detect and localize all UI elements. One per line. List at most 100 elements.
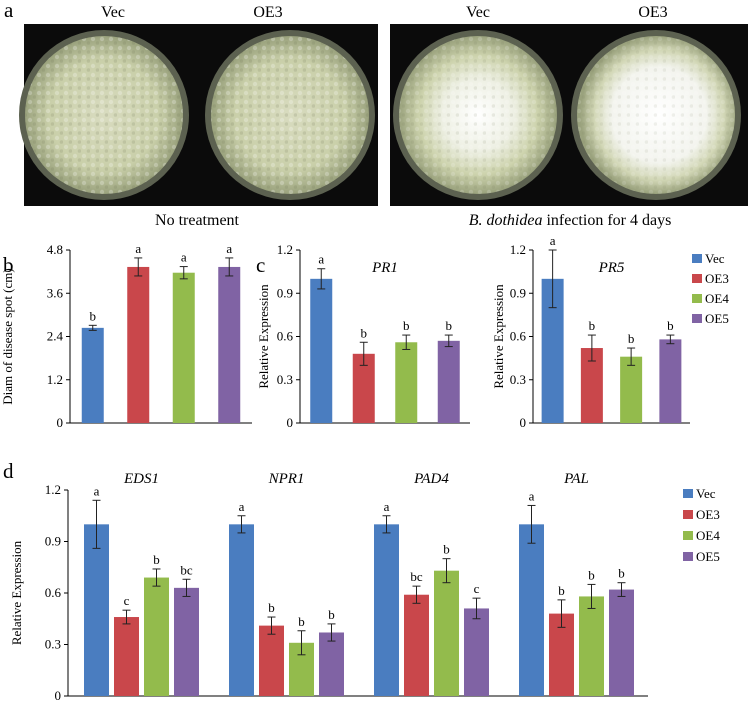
chart-d-bar-eds1-vec: a (84, 483, 109, 696)
chart-d-bar-eds1-oe4-sig-label: b (153, 552, 160, 567)
chart-d-bar-pad4-oe5-sig-label: c (474, 581, 480, 596)
chart-c2-legend-swatch-oe3 (692, 274, 702, 283)
chart-c2-ytick-label: 0.3 (510, 372, 526, 387)
chart-b-bar-oe4: a (172, 250, 195, 423)
chart-d-bar-pal-oe4: b (579, 567, 604, 696)
chart-c2-title: PR5 (598, 260, 625, 276)
chart-c1-bar-oe5-rect (437, 340, 460, 423)
chart-c1-bar-oe4: b (395, 318, 418, 423)
chart-c2-legend-label-oe3: OE3 (705, 271, 729, 286)
chart-d-bar-eds1-oe5-rect (174, 587, 199, 696)
chart-d-bar-eds1-oe3-rect (114, 617, 139, 696)
chart-b-bar-oe5: a (218, 241, 241, 423)
chart-c2-bar-oe4: b (620, 331, 643, 423)
chart-c2-ytick-label: 0 (520, 415, 527, 430)
caption-no-treatment: No treatment (155, 212, 240, 229)
chart-c1-ytick-label: 1.2 (277, 242, 293, 257)
chart-d-bar-pal-vec: a (519, 488, 544, 696)
chart-b-bar-oe5-rect (218, 266, 241, 423)
petri-dish-vec-infected (393, 30, 563, 200)
chart-c2-legend-swatch-oe5 (692, 314, 702, 323)
chart-c1-bar-vec: a (310, 252, 333, 423)
chart-c2-bar-oe3-rect (580, 348, 603, 423)
photo-no-treatment (19, 24, 378, 206)
chart-d-ytick-label: 0.3 (45, 637, 61, 652)
caption-infection-duration: infection for 4 days (546, 212, 671, 229)
chart-d-bar-pad4-oe4-sig-label: b (443, 542, 450, 557)
chart-d-bar-eds1-oe5-sig-label: bc (180, 562, 193, 577)
chart-c2-bar-vec-rect (541, 278, 564, 423)
panel-letter-a: a (4, 0, 14, 22)
chart-c1-bar-oe5: b (437, 318, 460, 423)
chart-c1-ytick-label: 0.6 (277, 329, 294, 344)
chart-c2-legend-label-vec: Vec (705, 251, 725, 266)
chart-d-bar-pad4-oe4: b (434, 542, 459, 696)
chart-d-bar-pal-oe4-sig-label: b (588, 567, 595, 582)
chart-d-bar-pal-oe3-sig-label: b (558, 583, 565, 598)
chart-b-bar-oe5-sig-label: a (226, 241, 232, 256)
chart-c1-title: PR1 (371, 260, 398, 276)
chart-c2-bar-oe3: b (580, 318, 603, 423)
chart-d-bar-eds1-oe5: bc (174, 562, 199, 696)
chart-b-ytick-label: 1.2 (47, 372, 63, 387)
chart-c1-bar-oe4-rect (395, 342, 418, 423)
chart-b-axes: 0 1.2 2.4 3.6 4.8 Diam of disease spot (cm) (0, 242, 252, 430)
chart-d-bar-pal-oe3: b (549, 583, 574, 696)
chart-c2-ytick-label: 1.2 (510, 242, 526, 257)
chart-c1-bar-oe3: b (352, 325, 375, 423)
chart-d-bar-npr1-oe5: b (319, 607, 344, 696)
petri-dish-vec-untreated (19, 30, 189, 200)
chart-d-bar-eds1-vec-sig-label: a (94, 483, 100, 498)
chart-d-bar-pad4-oe3-sig-label: bc (410, 569, 423, 584)
chart-d-bar-npr1-vec-sig-label: a (239, 499, 245, 514)
chart-c2-bar-oe4-sig-label: b (628, 331, 635, 346)
chart-b-ylabel: Diam of disease spot (cm) (0, 268, 15, 404)
chart-d-ylabel: Relative Expression (9, 540, 24, 645)
chart-c2-ytick-label: 0.9 (510, 285, 526, 300)
chart-d-bar-pad4-oe5-rect (464, 608, 489, 696)
chart-d-bar-pad4-oe3-rect (404, 594, 429, 696)
chart-c1-ylabel: Relative Expression (256, 284, 271, 389)
petri-dish-oe3-untreated (205, 30, 375, 200)
chart-c1-ytick-label: 0 (287, 415, 294, 430)
chart-d-bar-npr1-vec: a (229, 499, 254, 696)
chart-d-gene-label-pal: PAL (563, 471, 589, 487)
chart-d-legend-label-oe5: OE5 (696, 549, 720, 564)
chart-c2-bar-oe5: b (659, 318, 682, 423)
plate-label-vec-infected: Vec (466, 4, 490, 21)
chart-d-bar-eds1-vec-rect (84, 524, 109, 696)
chart-d-bar-pal-oe5-sig-label: b (618, 566, 625, 581)
chart-d-bar-pad4-oe3: bc (404, 569, 429, 696)
chart-c2-bar-oe3-sig-label: b (589, 318, 596, 333)
chart-d-legend-label-oe4: OE4 (696, 528, 720, 543)
panel-letter-c: c (256, 253, 265, 277)
chart-d-legend-label-oe3: OE3 (696, 507, 720, 522)
chart-c2-bar-oe5-rect (659, 339, 682, 423)
chart-c2-legend-label-oe4: OE4 (705, 291, 729, 306)
chart-c1-bar-oe3-sig-label: b (361, 325, 368, 340)
chart-b-bar-oe3-sig-label: a (135, 241, 141, 256)
chart-d-bar-eds1-oe4-rect (144, 577, 169, 696)
chart-c2-legend-swatch-vec (692, 254, 702, 263)
chart-d-bar-pal-vec-rect (519, 524, 544, 696)
chart-b-bar-vec-rect (81, 327, 104, 423)
chart-d-bar-pal-oe4-rect (579, 596, 604, 696)
plate-label-oe3-infected: OE3 (638, 4, 667, 21)
chart-d-bar-eds1-oe4: b (144, 552, 169, 696)
chart-d-bar-pad4-oe5: c (464, 581, 489, 696)
panel-letter-b: b (3, 253, 14, 277)
chart-b-bar-vec-sig-label: b (90, 308, 97, 323)
chart-d-bar-npr1-oe4: b (289, 614, 314, 696)
chart-d-bar-pad4-vec: a (374, 499, 399, 696)
chart-c2-legend-swatch-oe4 (692, 294, 702, 303)
chart-c1-ytick-label: 0.3 (277, 372, 293, 387)
chart-d-ytick-label: 0.6 (45, 585, 62, 600)
chart-d-ytick-label: 1.2 (45, 482, 61, 497)
plate-label-vec-untreated: Vec (101, 4, 125, 21)
chart-d-bar-npr1-oe5-rect (319, 632, 344, 696)
chart-d-legend-label-vec: Vec (696, 486, 716, 501)
chart-d-legend-swatch-oe4 (683, 531, 693, 540)
chart-c2-axes: 0 0.3 0.6 0.9 1.2 Relative Expression (491, 242, 690, 430)
